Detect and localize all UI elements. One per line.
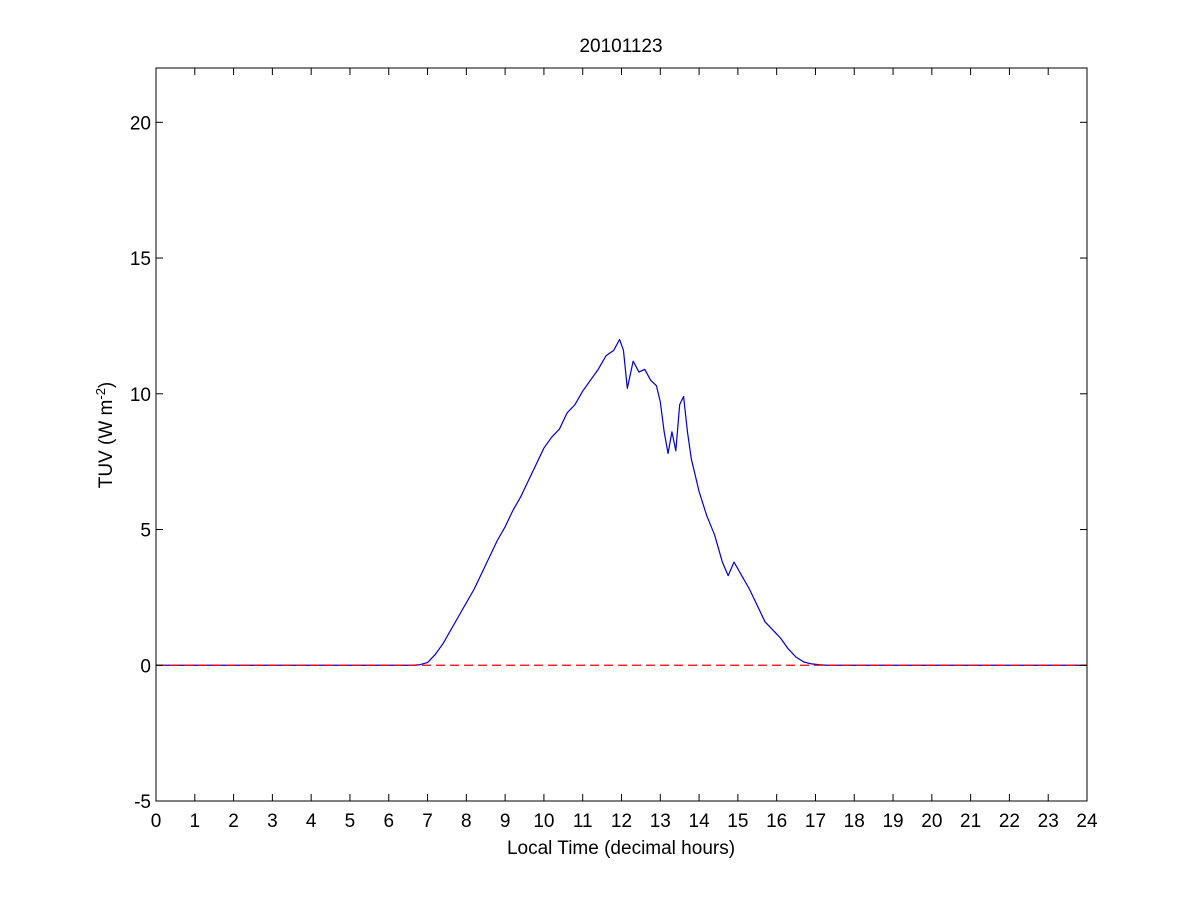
x-tick-label: 14 (689, 811, 711, 832)
x-tick-label: 10 (533, 811, 554, 832)
x-axis-label: Local Time (decimal hours) (507, 838, 735, 859)
x-tick-label: 2 (228, 811, 239, 832)
x-tick-label: 24 (1076, 811, 1098, 832)
x-tick-label: 23 (1038, 811, 1059, 832)
y-tick-label: 20 (130, 113, 151, 134)
x-tick-label: 4 (306, 811, 317, 832)
y-tick-label: 5 (140, 521, 151, 542)
x-tick-label: 20 (921, 811, 942, 832)
x-tick-label: 0 (151, 811, 162, 832)
axes-box (155, 67, 1088, 802)
x-tick-label: 16 (766, 811, 787, 832)
plot-area (156, 68, 1087, 801)
series-layer (156, 338, 1087, 666)
x-tick-label: 3 (267, 811, 278, 832)
x-tick-label: 18 (844, 811, 865, 832)
x-tick-label: 13 (650, 811, 671, 832)
tick-layer: 0 1 2 3 4 5 6 7 8 9 10 11 12 13 14 15 16 17 18 19 20 21 22 23 24… (130, 68, 1098, 832)
x-tick-label: 19 (882, 811, 903, 832)
x-tick-label: 15 (727, 811, 748, 832)
x-tick-label: 6 (383, 811, 394, 832)
y-axis-label-sup: -2 (93, 388, 108, 400)
x-tick-label: 21 (960, 811, 981, 832)
y-tick-label: -5 (134, 792, 151, 813)
y-tick-label: 0 (140, 656, 151, 677)
x-tick-label: 1 (190, 811, 201, 832)
chart-title: 20101123 (579, 36, 662, 57)
x-tick-label: 8 (461, 811, 472, 832)
x-tick-label: 9 (500, 811, 511, 832)
y-axis-label-main: TUV (W m (96, 400, 117, 489)
y-axis-label: TUV (W m-2) (93, 382, 117, 489)
x-tick-label: 17 (805, 811, 826, 832)
x-tick-label: 11 (573, 811, 593, 832)
tuv-series-line (156, 338, 1087, 666)
x-tick-label: 7 (422, 811, 433, 832)
x-tick-label: 22 (999, 811, 1020, 832)
y-tick-label: 15 (130, 249, 151, 270)
y-axis-label-tail: ) (96, 382, 117, 388)
y-tick-label: 10 (130, 385, 151, 406)
x-tick-label: 12 (611, 811, 632, 832)
x-tick-label: 5 (345, 811, 356, 832)
